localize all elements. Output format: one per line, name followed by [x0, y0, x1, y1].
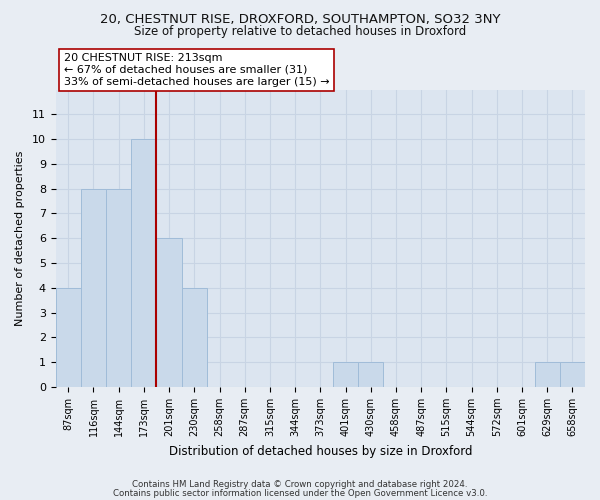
- Bar: [535, 362, 560, 387]
- Text: Contains public sector information licensed under the Open Government Licence v3: Contains public sector information licen…: [113, 488, 487, 498]
- X-axis label: Distribution of detached houses by size in Droxford: Distribution of detached houses by size …: [169, 444, 472, 458]
- Bar: [106, 188, 131, 387]
- Text: 20, CHESTNUT RISE, DROXFORD, SOUTHAMPTON, SO32 3NY: 20, CHESTNUT RISE, DROXFORD, SOUTHAMPTON…: [100, 12, 500, 26]
- Y-axis label: Number of detached properties: Number of detached properties: [15, 150, 25, 326]
- Text: Size of property relative to detached houses in Droxford: Size of property relative to detached ho…: [134, 25, 466, 38]
- Bar: [358, 362, 383, 387]
- Bar: [56, 288, 81, 387]
- Text: Contains HM Land Registry data © Crown copyright and database right 2024.: Contains HM Land Registry data © Crown c…: [132, 480, 468, 489]
- Bar: [81, 188, 106, 387]
- Bar: [157, 238, 182, 387]
- Bar: [333, 362, 358, 387]
- Bar: [560, 362, 585, 387]
- Bar: [182, 288, 207, 387]
- Text: 20 CHESTNUT RISE: 213sqm
← 67% of detached houses are smaller (31)
33% of semi-d: 20 CHESTNUT RISE: 213sqm ← 67% of detach…: [64, 54, 329, 86]
- Bar: [131, 139, 157, 387]
